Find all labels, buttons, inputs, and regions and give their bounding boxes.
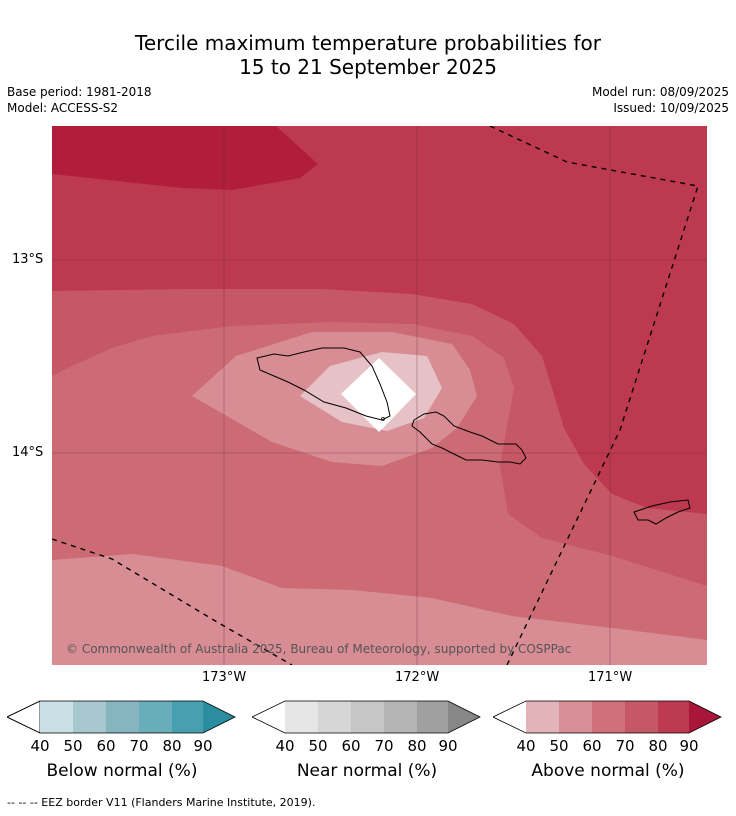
base-period-text: Base period: 1981-2018 (7, 85, 152, 99)
meta-left: Base period: 1981-2018 Model: ACCESS-S2 (7, 84, 152, 116)
island-tutuila (633, 499, 691, 525)
title-line-2: 15 to 21 September 2025 (239, 55, 497, 79)
cbar-near-tick-60: 60 (341, 737, 361, 755)
cbar-below-tick-50: 50 (63, 737, 83, 755)
island-savaii (256, 347, 391, 421)
cbar-above-tick-50: 50 (549, 737, 569, 755)
meta-right: Model run: 08/09/2025 Issued: 10/09/2025 (592, 84, 729, 116)
colorbar-above-normal (493, 700, 722, 734)
cbar-below-tick-70: 70 (129, 737, 149, 755)
model-text: Model: ACCESS-S2 (7, 101, 119, 115)
cbar-above-tick-90: 90 (679, 737, 699, 755)
lat-label-14s: 14°S (12, 445, 44, 460)
cbar-near-tick-40: 40 (275, 737, 295, 755)
issued-text: Issued: 10/09/2025 (613, 101, 729, 115)
lon-label-173w: 173°W (202, 670, 247, 685)
colorbar-below-normal (7, 700, 236, 734)
cbar-below-tick-80: 80 (162, 737, 182, 755)
cbar-below-title: Below normal (%) (46, 761, 198, 781)
lon-label-172w: 172°W (395, 670, 440, 685)
copyright-text: © Commonwealth of Australia 2025, Bureau… (66, 642, 571, 656)
cbar-above-tick-40: 40 (516, 737, 536, 755)
lat-label-13s: 13°S (12, 252, 44, 267)
cbar-near-title: Near normal (%) (296, 761, 438, 781)
eez-border (52, 126, 699, 665)
map-region-no-data (341, 358, 416, 432)
map-gridlines (52, 126, 707, 665)
colorbar-near-normal (252, 700, 481, 734)
cbar-above-title: Above normal (%) (531, 761, 685, 781)
lon-label-171w: 171°W (588, 670, 633, 685)
cbar-above-tick-70: 70 (615, 737, 635, 755)
map-region-above-50 (52, 554, 707, 665)
cbar-below-tick-40: 40 (30, 737, 50, 755)
island-upolu (411, 411, 527, 465)
islet (381, 417, 385, 421)
map-region-above-90 (52, 126, 318, 190)
title-line-1: Tercile maximum temperature probabilitie… (135, 31, 601, 55)
cbar-near-tick-90: 90 (438, 737, 458, 755)
cbar-below-tick-90: 90 (193, 737, 213, 755)
cbar-near-tick-50: 50 (308, 737, 328, 755)
chart-title: Tercile maximum temperature probabilitie… (0, 31, 736, 79)
eez-footnote: -- -- -- EEZ border V11 (Flanders Marine… (7, 796, 316, 809)
cbar-below-tick-60: 60 (96, 737, 116, 755)
model-run-text: Model run: 08/09/2025 (591, 85, 729, 99)
cbar-above-tick-60: 60 (582, 737, 602, 755)
cbar-near-tick-70: 70 (374, 737, 394, 755)
probability-map: © Commonwealth of Australia 2025, Bureau… (52, 126, 707, 665)
cbar-near-tick-80: 80 (407, 737, 427, 755)
cbar-above-tick-80: 80 (648, 737, 668, 755)
